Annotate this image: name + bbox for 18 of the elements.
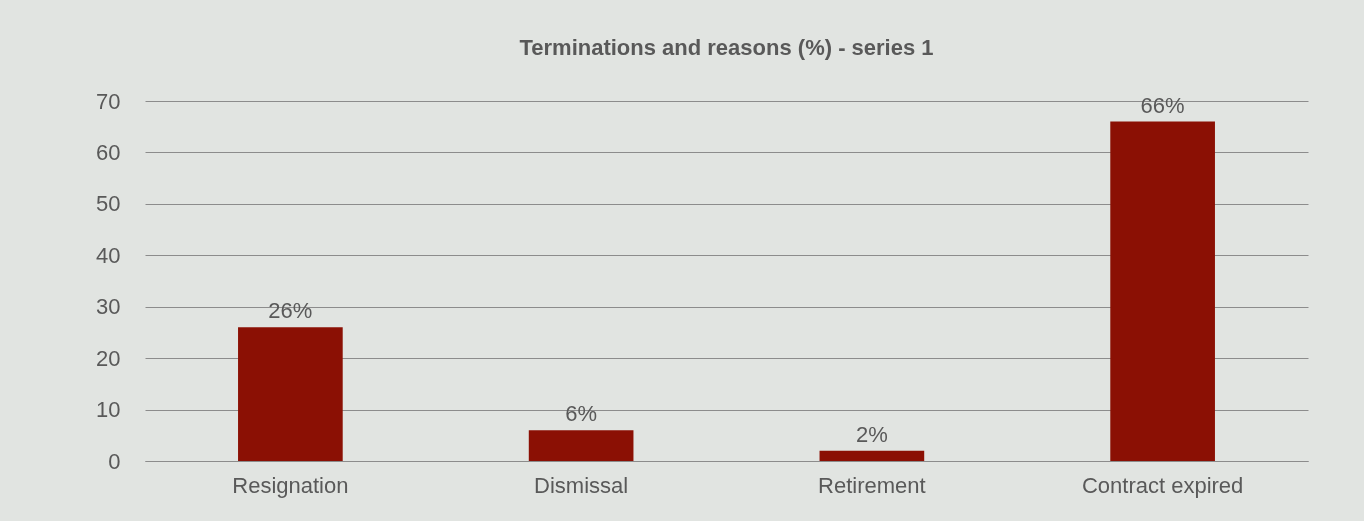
y-tick-label: 40 <box>96 242 121 268</box>
bar <box>819 450 925 461</box>
y-tick-label: 20 <box>96 345 121 371</box>
y-tick-label: 0 <box>108 448 121 474</box>
x-tick-label: Resignation <box>232 472 349 498</box>
y-tick-label: 50 <box>96 191 121 217</box>
x-tick-label: Contract expired <box>1081 472 1244 498</box>
bar <box>238 327 343 461</box>
y-tick-label: 30 <box>96 294 121 320</box>
y-tick-label: 70 <box>96 88 121 114</box>
chart-title: Terminations and reasons (%) - series 1 <box>519 35 934 60</box>
x-tick-label: Retirement <box>818 472 926 498</box>
bar <box>1110 121 1215 461</box>
bar <box>528 430 634 461</box>
y-tick-label: 10 <box>96 397 121 423</box>
data-label: 2% <box>855 421 888 447</box>
y-tick-label: 60 <box>96 139 121 165</box>
x-tick-label: Dismissal <box>534 472 629 498</box>
